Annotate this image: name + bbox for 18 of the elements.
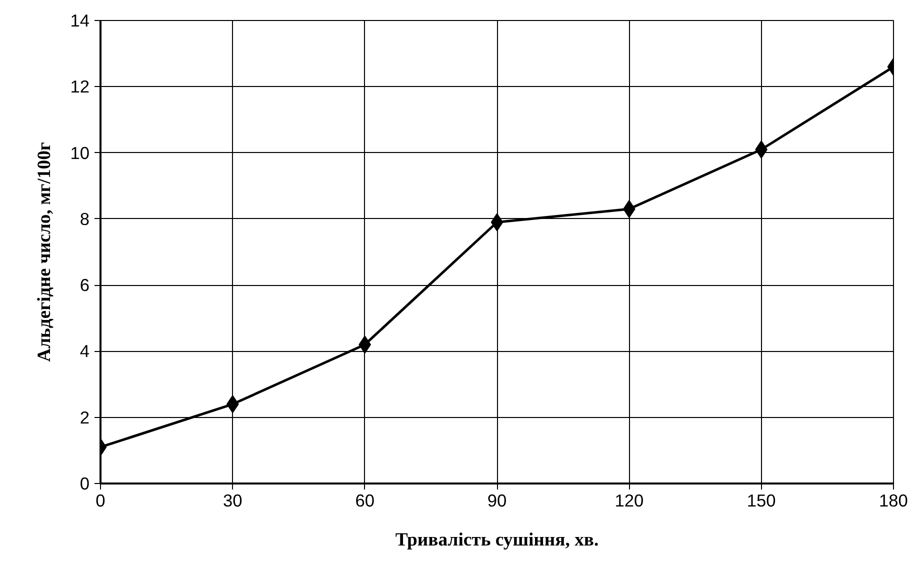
y-tick-label: 0: [80, 474, 90, 494]
x-tick-label: 90: [487, 490, 507, 510]
x-tick-label: 120: [614, 490, 644, 510]
y-tick-label: 4: [80, 341, 90, 362]
x-tick-label: 30: [223, 490, 242, 510]
x-tick-label: 180: [879, 490, 908, 510]
y-tick-label: 8: [80, 208, 90, 229]
x-tick-label: 150: [746, 490, 776, 510]
x-axis-title: Тривалість сушіння, хв.: [395, 530, 599, 550]
y-tick-label: 10: [70, 142, 90, 163]
y-tick-label: 6: [80, 275, 90, 296]
y-tick-label: 12: [70, 76, 90, 97]
x-tick-label: 60: [355, 490, 374, 510]
point: [490, 213, 504, 232]
y-axis-title: Альдегідне число, мг/100г: [34, 142, 56, 362]
y-tick-label: 2: [80, 407, 90, 428]
y-tick-label: 14: [70, 10, 90, 30]
x-tick-label: 0: [96, 490, 106, 510]
